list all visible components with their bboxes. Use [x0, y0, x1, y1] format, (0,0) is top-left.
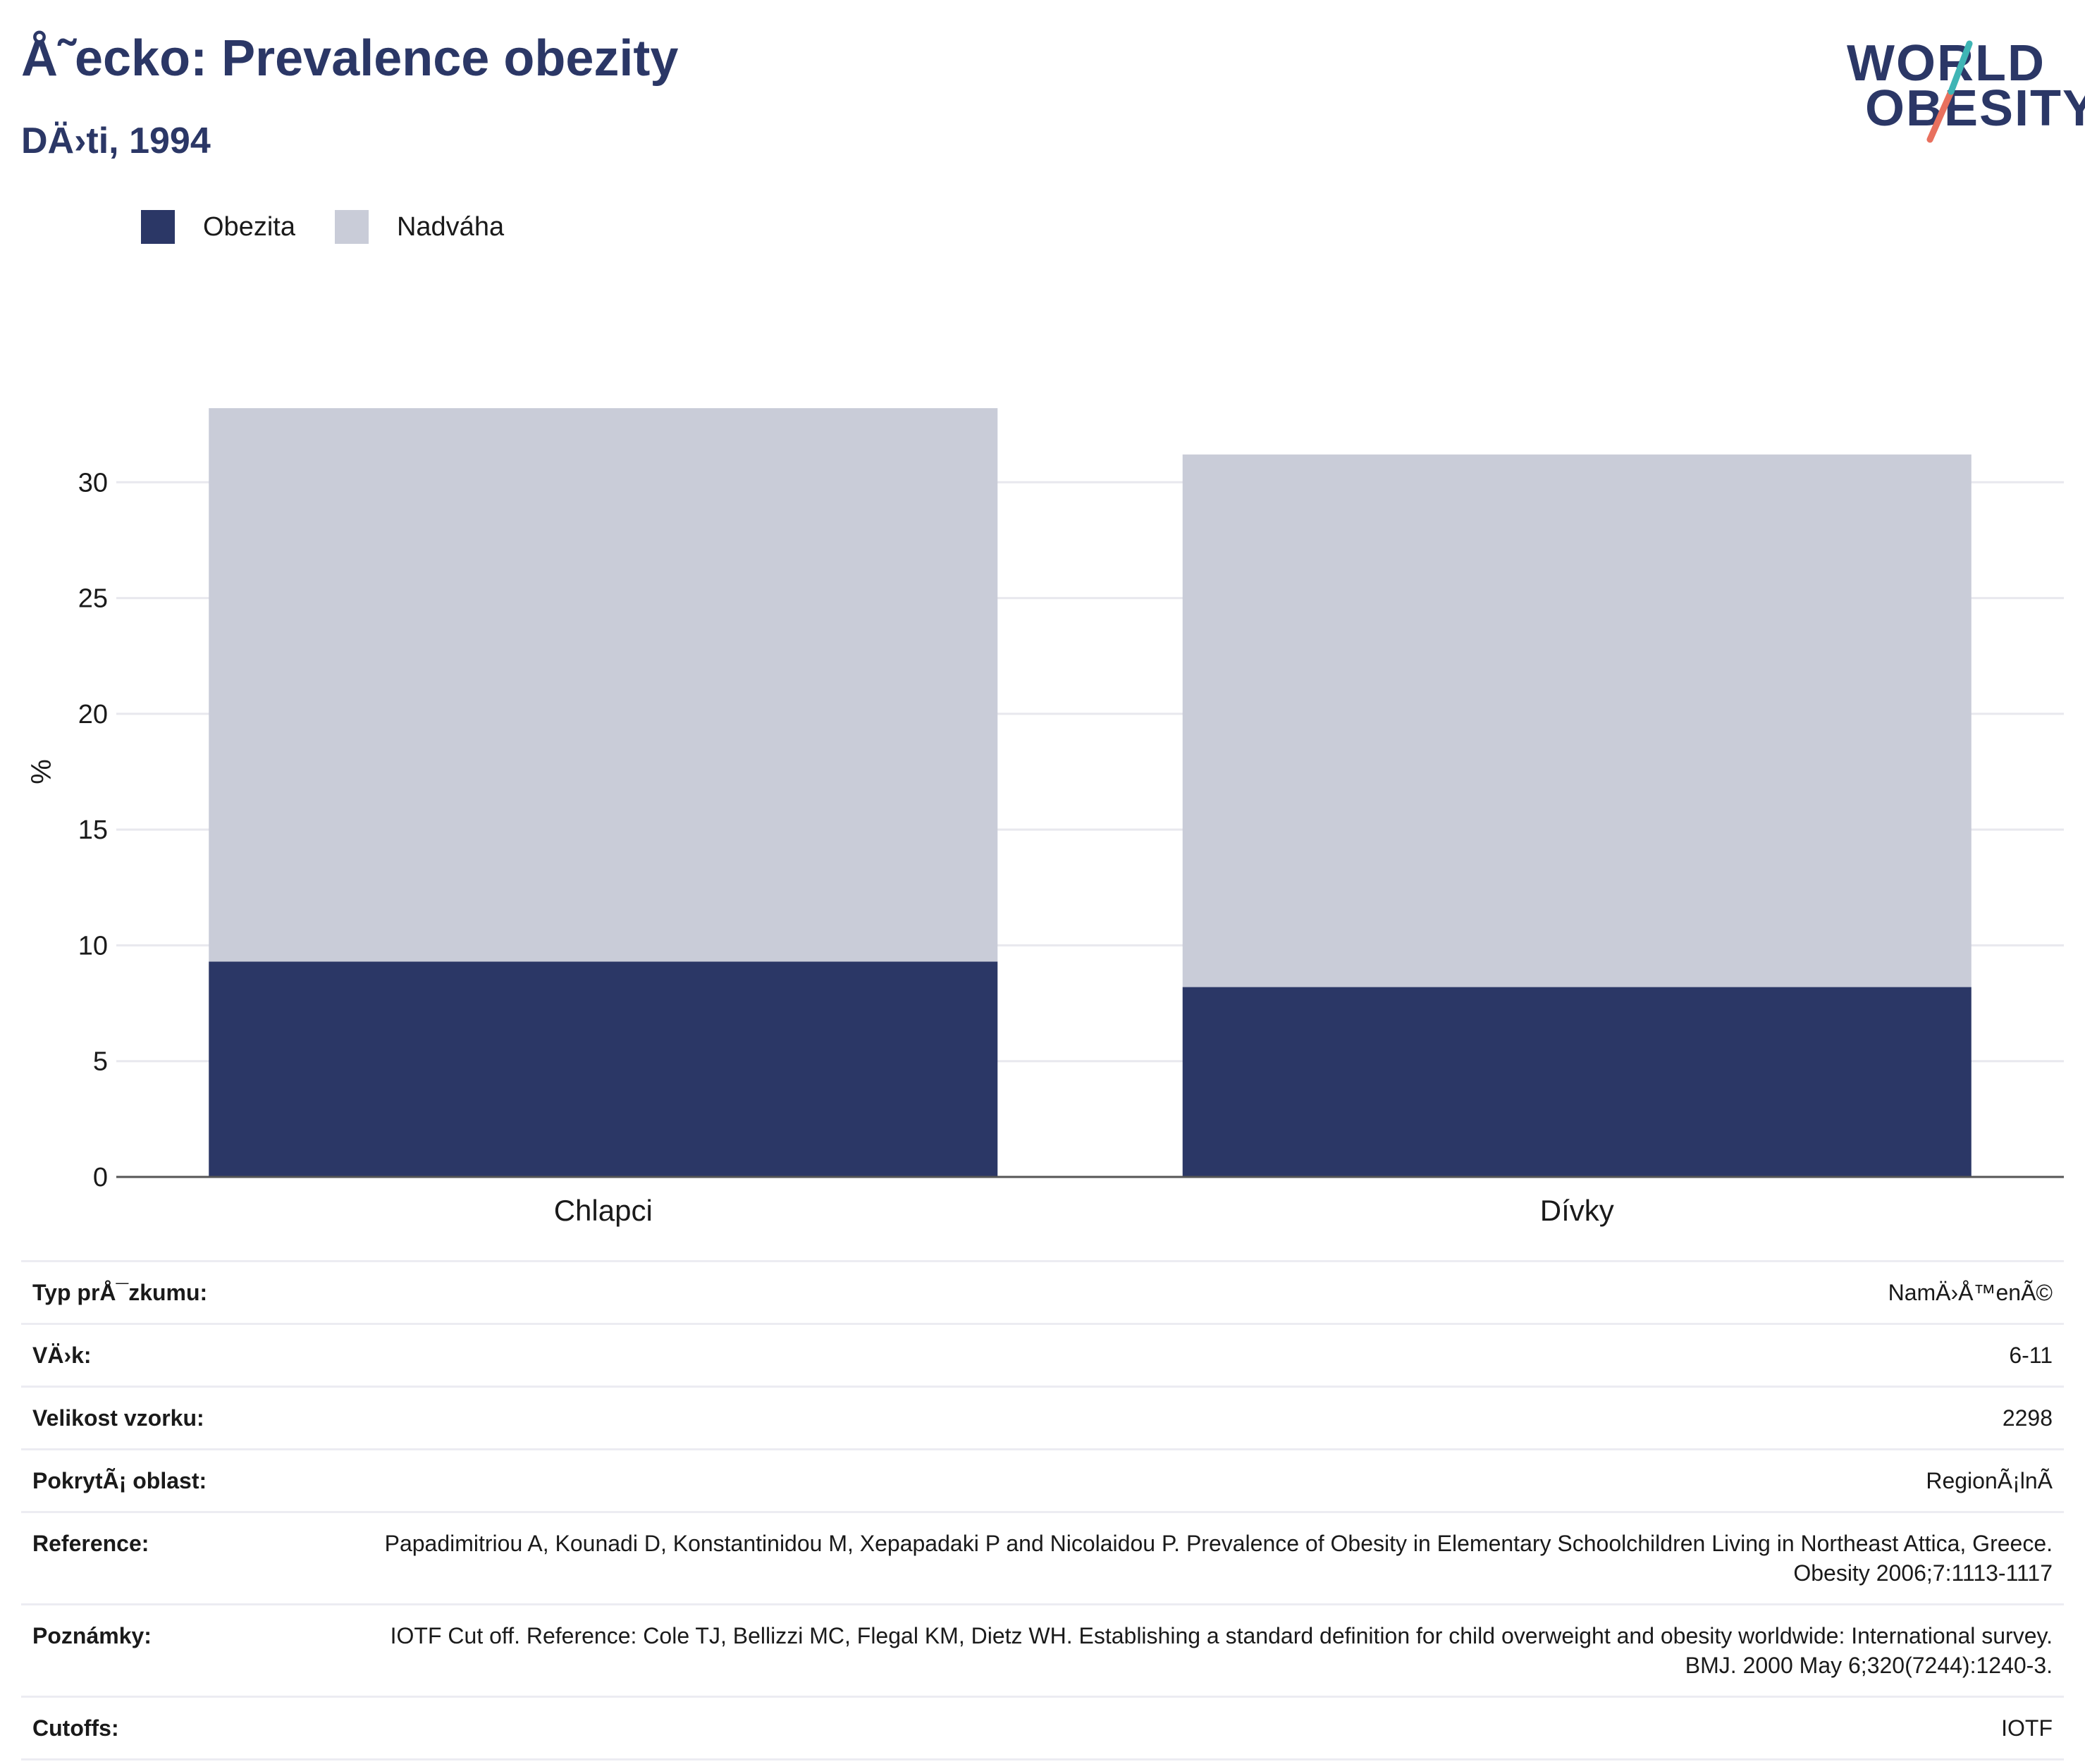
legend-item-nadvaha[interactable]: Nadváha	[334, 210, 505, 244]
info-label: VÄ›k:	[32, 1343, 92, 1368]
logo-line-2: OBESITY	[1865, 80, 2085, 137]
info-value: RegionÃ¡lnÃ	[1926, 1468, 2053, 1493]
bar-obesity	[209, 961, 998, 1177]
info-value: 6-11	[2009, 1343, 2053, 1368]
stacked-bar-chart: 0 5 10 15 20 25 30% Chlapci Dívky	[26, 408, 2064, 1227]
x-tick-label: Chlapci	[554, 1194, 653, 1227]
y-tick-label: 10	[78, 931, 108, 961]
info-label: PokrytÃ¡ oblast:	[32, 1468, 207, 1493]
info-label: Reference:	[32, 1531, 149, 1556]
bar-overweight	[1182, 454, 1972, 987]
survey-info-table: Typ prÅ¯zkumu: NamÄ›Å™enÃ© VÄ›k: 6-11 Ve…	[21, 1260, 2064, 1760]
bar-obesity	[1182, 987, 1972, 1177]
chart-legend: Obezita Nadváha	[141, 210, 543, 244]
page-title: Å˜ecko: Prevalence obezity	[21, 30, 679, 87]
y-tick-label: 30	[78, 468, 108, 498]
y-tick-label: 15	[78, 815, 108, 845]
info-label: Velikost vzorku:	[32, 1405, 204, 1431]
logo-line-1: WORLD	[1847, 35, 2046, 92]
info-label: Cutoffs:	[32, 1715, 119, 1741]
legend-label-nadvaha: Nadváha	[396, 211, 505, 242]
y-axis-label: %	[26, 759, 57, 784]
page-subtitle: DÄ›ti, 1994	[21, 121, 211, 161]
info-value: IOTF Cut off. Reference: Cole TJ, Belliz…	[390, 1623, 2053, 1678]
info-label: Typ prÅ¯zkumu:	[32, 1280, 208, 1305]
table-row: VÄ›k: 6-11	[21, 1324, 2064, 1387]
table-row: PokrytÃ¡ oblast: RegionÃ¡lnÃ	[21, 1449, 2064, 1512]
y-tick-label: 5	[93, 1047, 108, 1077]
info-value: NamÄ›Å™enÃ©	[1888, 1280, 2053, 1305]
y-tick-label: 20	[78, 700, 108, 729]
y-tick-label: 0	[93, 1163, 108, 1192]
logo-slash-icon	[1926, 40, 1973, 143]
legend-swatch-obezita	[141, 210, 175, 244]
legend-item-obezita[interactable]: Obezita	[141, 210, 295, 244]
table-row: Poznámky: IOTF Cut off. Reference: Cole …	[21, 1604, 2064, 1697]
info-value: 2298	[2002, 1405, 2053, 1431]
table-row: Velikost vzorku: 2298	[21, 1386, 2064, 1450]
info-value: IOTF	[2001, 1715, 2053, 1741]
info-value: Papadimitriou A, Kounadi D, Konstantinid…	[384, 1531, 2053, 1586]
legend-label-obezita: Obezita	[203, 211, 295, 242]
world-obesity-logo: WORLD OBESITY	[1840, 21, 2085, 148]
table-row: Cutoffs: IOTF	[21, 1696, 2064, 1760]
y-tick-label: 25	[78, 584, 108, 614]
bar-overweight	[209, 408, 998, 962]
table-row: Typ prÅ¯zkumu: NamÄ›Å™enÃ©	[21, 1261, 2064, 1324]
legend-swatch-nadvaha	[334, 210, 369, 244]
table-row: Reference: Papadimitriou A, Kounadi D, K…	[21, 1512, 2064, 1605]
x-tick-label: Dívky	[1540, 1194, 1614, 1227]
info-label: Poznámky:	[32, 1623, 152, 1648]
